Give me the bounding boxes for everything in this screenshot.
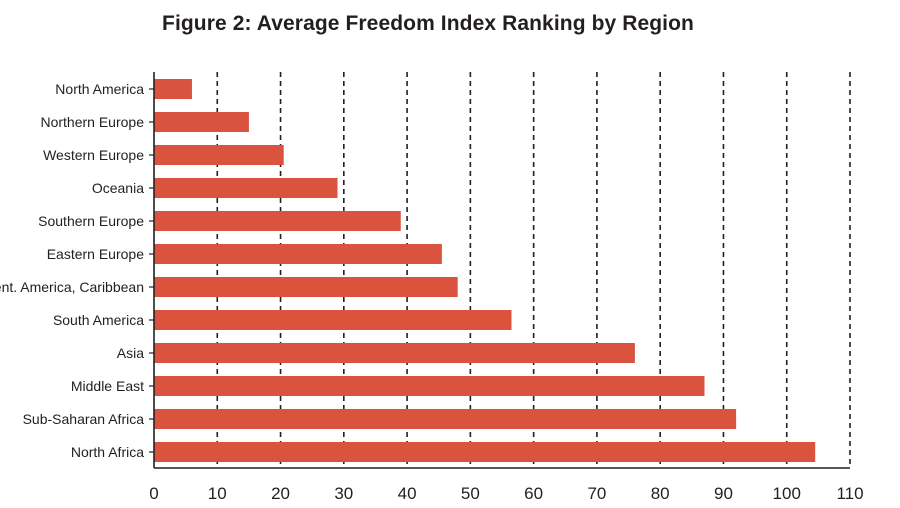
x-tick-label: 0 xyxy=(149,484,158,503)
bar-cent-america-caribbean xyxy=(154,277,458,297)
bar-eastern-europe xyxy=(154,244,442,264)
x-tick-label: 20 xyxy=(271,484,290,503)
category-label: Cent. America, Caribbean xyxy=(0,279,144,295)
x-tick-label: 40 xyxy=(398,484,417,503)
category-label: Eastern Europe xyxy=(47,246,144,262)
x-tick-label: 50 xyxy=(461,484,480,503)
category-label: Sub-Saharan Africa xyxy=(23,411,145,427)
bar-north-africa xyxy=(154,442,816,462)
category-label: Asia xyxy=(117,345,144,361)
category-label: North America xyxy=(55,81,144,97)
bar-south-america xyxy=(154,310,512,330)
bar-oceania xyxy=(154,178,338,198)
x-tick-label: 80 xyxy=(651,484,670,503)
bar-northern-europe xyxy=(154,112,249,132)
bar-western-europe xyxy=(154,145,284,165)
category-label: Middle East xyxy=(71,378,144,394)
bar-sub-saharan-africa xyxy=(154,409,737,429)
bar-asia xyxy=(154,343,635,363)
x-tick-label: 110 xyxy=(836,484,863,503)
category-label: Western Europe xyxy=(43,147,144,163)
chart-title: Figure 2: Average Freedom Index Ranking … xyxy=(162,12,694,35)
x-tick-label: 100 xyxy=(773,484,801,503)
category-label: North Africa xyxy=(71,444,144,460)
category-label: Northern Europe xyxy=(40,114,144,130)
category-label: Oceania xyxy=(92,180,144,196)
x-tick-label: 60 xyxy=(524,484,543,503)
category-label: South America xyxy=(53,312,144,328)
bar-middle-east xyxy=(154,376,705,396)
x-tick-label: 70 xyxy=(587,484,606,503)
category-label: Southern Europe xyxy=(38,213,144,229)
x-tick-label: 30 xyxy=(334,484,353,503)
bar-southern-europe xyxy=(154,211,401,231)
x-tick-label: 10 xyxy=(208,484,227,503)
bar-north-america xyxy=(154,79,192,99)
x-tick-label: 90 xyxy=(714,484,733,503)
